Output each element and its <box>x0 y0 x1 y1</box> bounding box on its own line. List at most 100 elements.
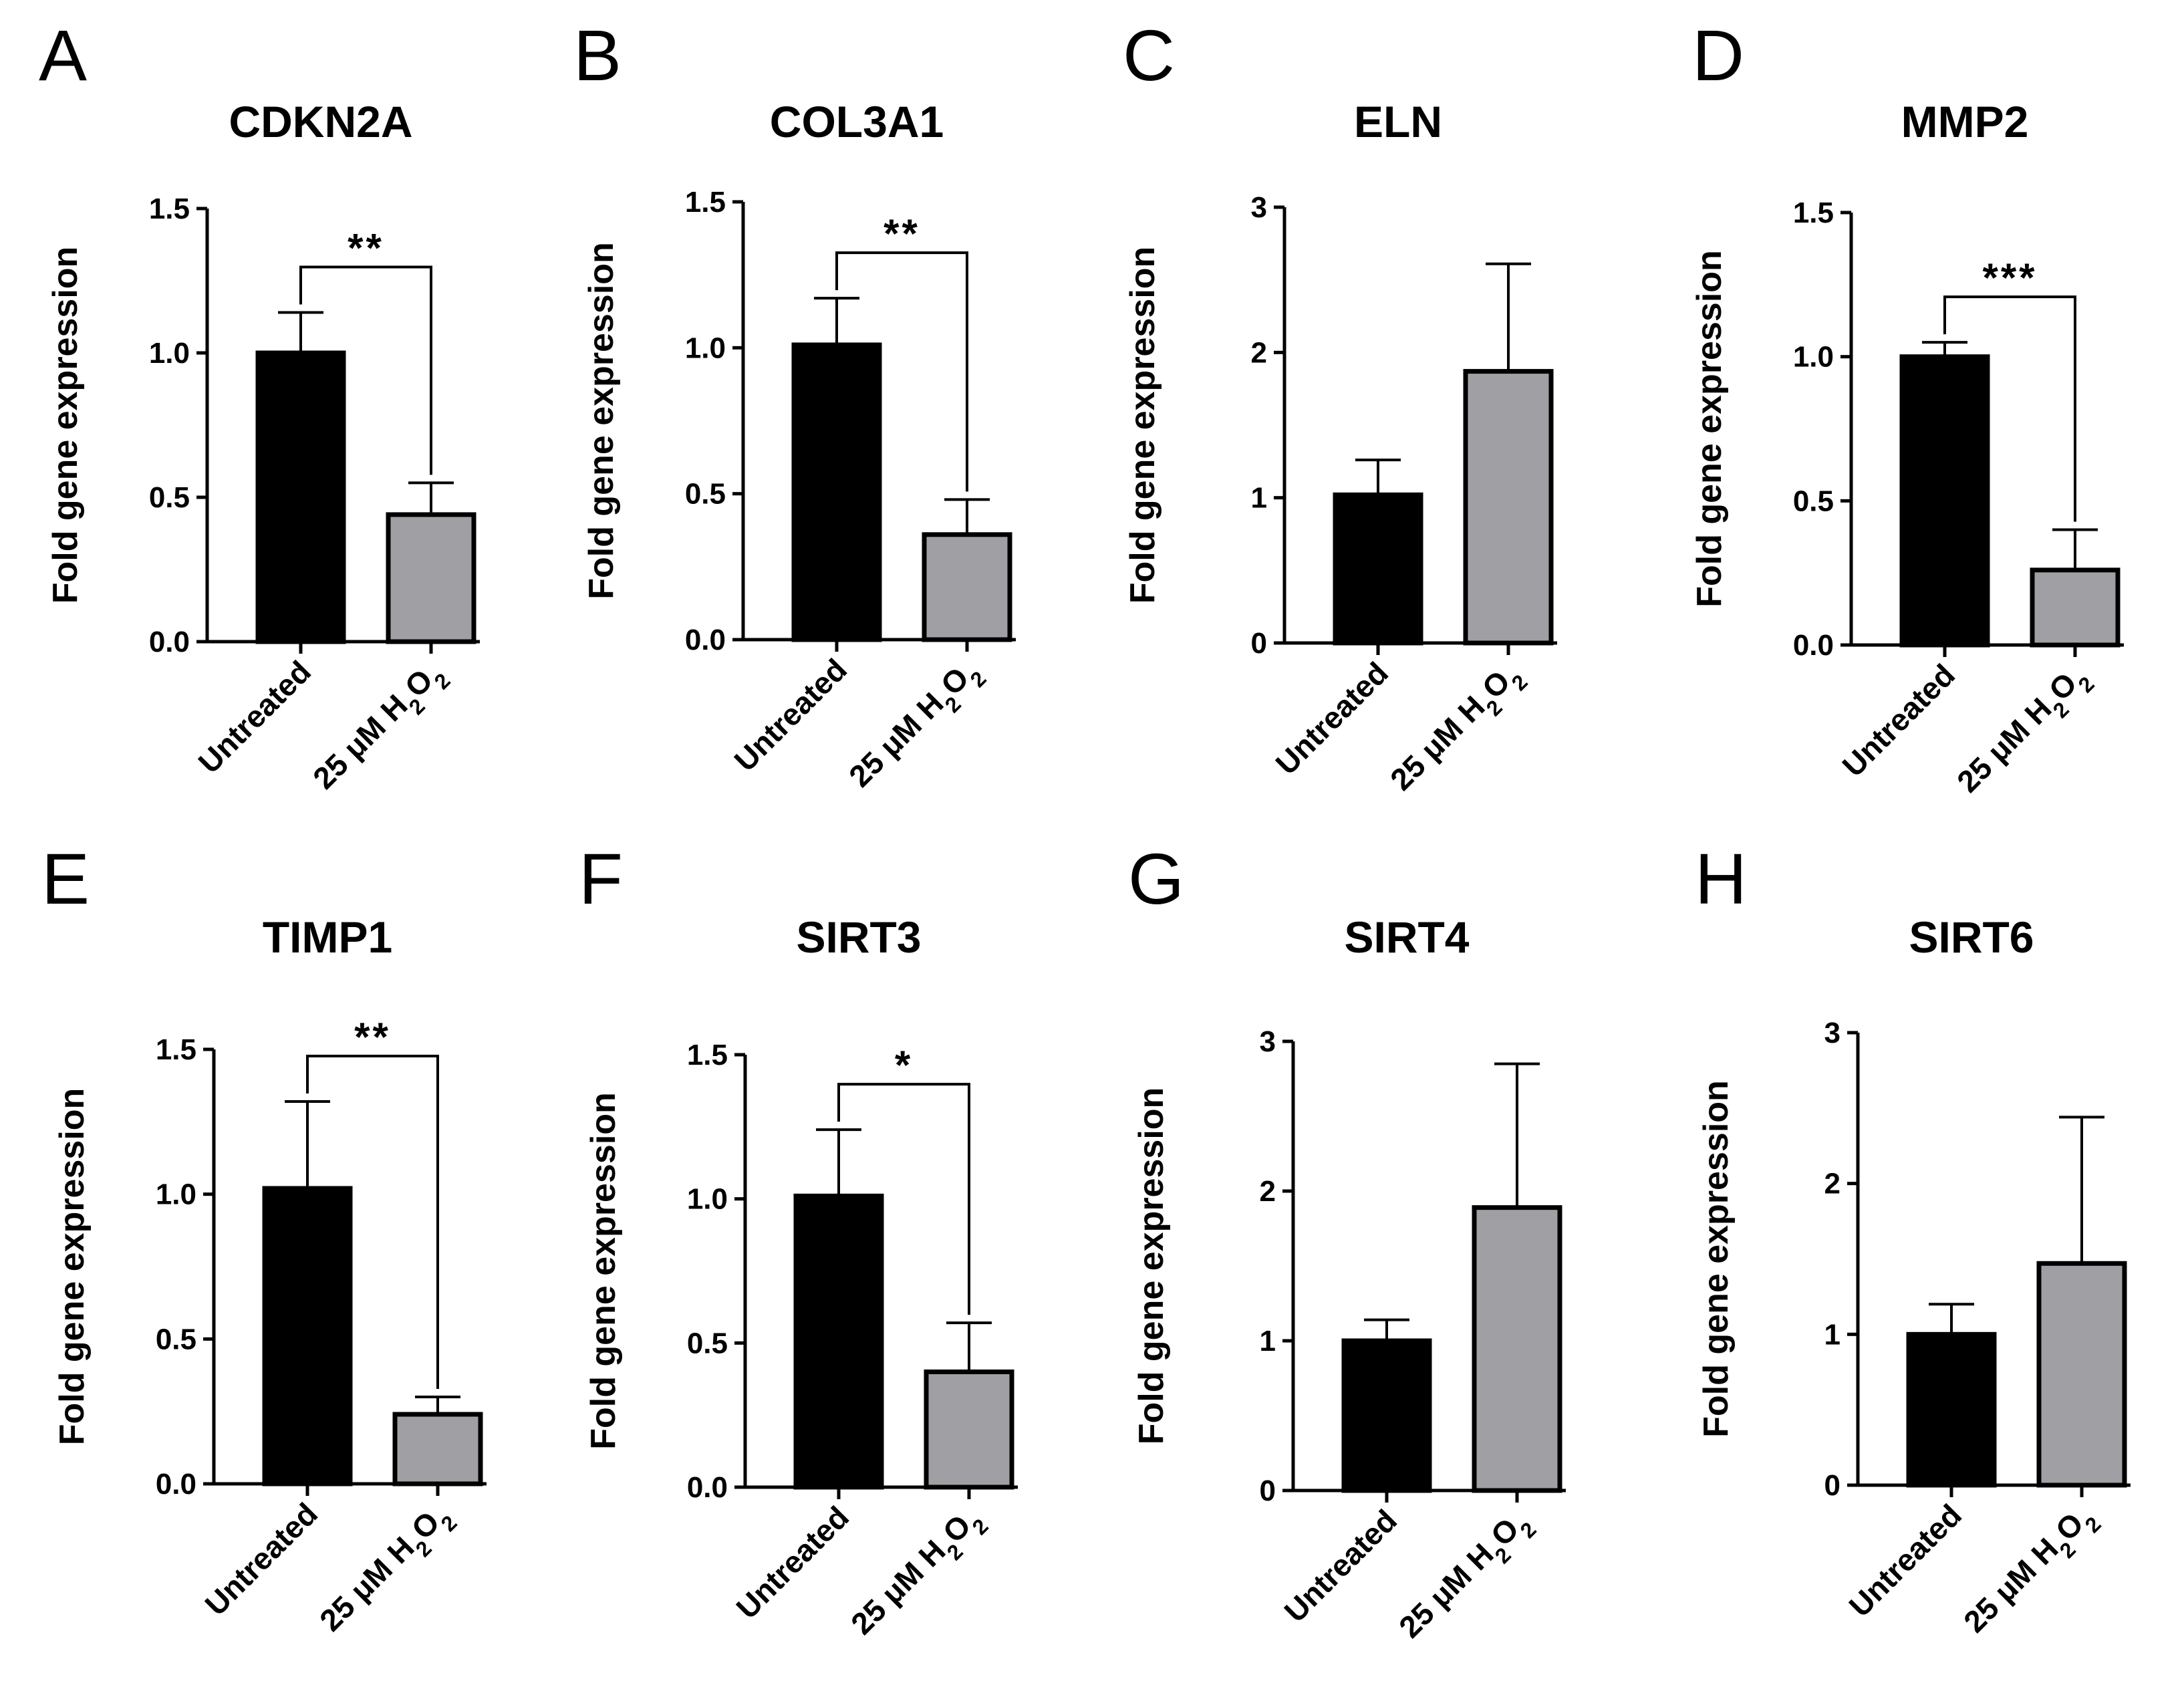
y-tick-label: 0.0 <box>1793 629 1834 662</box>
y-tick-label: 0.5 <box>685 478 726 511</box>
y-tick-label: 2 <box>1251 336 1267 369</box>
x-tick-label: Untreated <box>1268 655 1395 781</box>
bar <box>262 1186 353 1486</box>
chart-panel-h: H SIRT6 Fold gene expression 0 1 2 3 Untreated2… <box>1695 838 2131 1646</box>
significance-label: ** <box>354 1015 391 1059</box>
bar <box>922 532 1012 642</box>
bar <box>1463 369 1554 646</box>
x-tick-label: Untreated <box>191 654 317 780</box>
x-tick-label: Untreated <box>727 652 853 778</box>
y-tick-label: 1 <box>1260 1325 1276 1357</box>
y-tick-label: 0 <box>1824 1469 1840 1502</box>
y-tick-label: 0.0 <box>687 1471 728 1504</box>
y-axis-label: Fold gene expression <box>1690 250 1729 608</box>
y-axis-label: Fold gene expression <box>53 1088 92 1446</box>
chart-panel-f: F SIRT3 Fold gene expression 0.0 0.5 1.0 1.5 Un… <box>579 838 1018 1648</box>
chart-panel-e: E TIMP1 Fold gene expression 0.0 0.5 1.0 1.5 Un… <box>41 838 487 1645</box>
chart-title: TIMP1 <box>263 912 392 962</box>
y-tick-label: 0.5 <box>156 1323 196 1355</box>
chart-title: SIRT6 <box>1909 912 2034 962</box>
y-tick-label: 1.0 <box>156 1178 196 1211</box>
x-tick-label: Untreated <box>729 1499 855 1626</box>
chart-title: SIRT3 <box>796 912 921 962</box>
chart-panel-c: C ELN Fold gene expression 0 1 2 3 Untreated25 … <box>1123 15 1557 804</box>
y-tick-label: 3 <box>1260 1025 1276 1058</box>
panel-letter: D <box>1692 15 1744 96</box>
y-tick-label: 0 <box>1260 1474 1276 1507</box>
y-tick-label: 1 <box>1824 1318 1840 1351</box>
bar <box>1341 1338 1432 1493</box>
y-tick-label: 1.0 <box>1793 341 1834 374</box>
significance-bracket <box>1943 295 2076 522</box>
panel-letter: G <box>1128 838 1184 919</box>
chart-panel-g: G SIRT4 Fold gene expression 0 1 2 3 Untreated2… <box>1128 838 1566 1652</box>
significance-bracket <box>835 251 968 492</box>
y-axis-label: Fold gene expression <box>1697 1080 1736 1438</box>
bar <box>1333 492 1423 646</box>
x-tick-label: 25 μM H2O2 <box>313 1496 462 1645</box>
x-tick-label: 25 μM H2O2 <box>1957 1497 2106 1646</box>
x-tick-label: 25 μM H2O2 <box>1950 657 2099 806</box>
y-axis-label: Fold gene expression <box>46 247 85 604</box>
y-tick-label: 2 <box>1260 1175 1276 1208</box>
y-tick-label: 1.5 <box>685 186 726 219</box>
y-tick-label: 0 <box>1251 627 1267 660</box>
chart-title: MMP2 <box>1901 97 2029 146</box>
x-tick-label: 25 μM H2O2 <box>844 1499 993 1648</box>
significance-bracket <box>306 1055 439 1389</box>
significance-label: * <box>895 1043 913 1087</box>
chart-panel-a: A CDKN2A Fold gene expression 0.0 0.5 1.0 1.5 U… <box>39 15 480 803</box>
y-tick-label: 1.5 <box>1793 197 1834 229</box>
panel-letter: B <box>573 15 622 96</box>
chart-title: ELN <box>1354 97 1442 146</box>
y-tick-label: 1.0 <box>687 1183 728 1216</box>
y-tick-label: 0.5 <box>687 1327 728 1360</box>
bar <box>2030 567 2121 648</box>
bar <box>1906 1331 1997 1488</box>
chart-panel-d: D MMP2 Fold gene expression 0.0 0.5 1.0 1.5 Unt… <box>1690 15 2124 806</box>
x-tick-label: 25 μM H2O2 <box>1392 1503 1541 1652</box>
x-tick-label: 25 μM H2O2 <box>1383 655 1532 804</box>
panel-letter: E <box>41 838 90 919</box>
bar <box>386 512 476 644</box>
y-tick-label: 0.0 <box>685 624 726 656</box>
bar <box>924 1369 1014 1490</box>
y-tick-label: 0.0 <box>156 1468 196 1501</box>
y-axis-label: Fold gene expression <box>582 242 621 600</box>
y-axis-label: Fold gene expression <box>584 1092 623 1450</box>
x-tick-label: Untreated <box>1277 1503 1403 1629</box>
bar <box>1472 1205 1562 1493</box>
y-tick-label: 0.5 <box>149 481 190 514</box>
y-tick-label: 1 <box>1251 482 1267 515</box>
x-tick-label: Untreated <box>1842 1497 1968 1624</box>
y-axis-label: Fold gene expression <box>1123 247 1162 604</box>
y-tick-label: 1.5 <box>149 192 190 225</box>
panel-letter: F <box>579 838 623 919</box>
y-tick-label: 0.5 <box>1793 485 1834 517</box>
x-tick-label: Untreated <box>1835 657 1961 783</box>
chart-title: COL3A1 <box>770 97 944 146</box>
y-tick-label: 2 <box>1824 1168 1840 1200</box>
y-tick-label: 3 <box>1251 191 1267 224</box>
bar <box>392 1412 483 1486</box>
chart-title: CDKN2A <box>229 97 412 146</box>
y-tick-label: 0.0 <box>149 626 190 658</box>
y-tick-label: 3 <box>1824 1017 1840 1049</box>
significance-label: ** <box>883 211 920 256</box>
bar <box>793 1193 884 1490</box>
y-tick-label: 1.0 <box>685 332 726 364</box>
bar <box>2036 1261 2127 1488</box>
chart-panel-b: B COL3A1 Fold gene expression 0.0 0.5 1.0 1.5 U… <box>573 15 1016 801</box>
chart-title: SIRT4 <box>1344 912 1469 962</box>
significance-label: ** <box>348 226 384 271</box>
bar <box>1899 354 1990 648</box>
y-tick-label: 1.5 <box>687 1039 728 1071</box>
bar <box>791 342 882 642</box>
significance-label: *** <box>1982 255 2037 300</box>
bar <box>255 350 346 644</box>
y-tick-label: 1.5 <box>156 1033 196 1066</box>
x-tick-label: 25 μM H2O2 <box>842 652 991 801</box>
x-tick-label: 25 μM H2O2 <box>306 654 455 803</box>
panel-letter: H <box>1695 838 1747 919</box>
